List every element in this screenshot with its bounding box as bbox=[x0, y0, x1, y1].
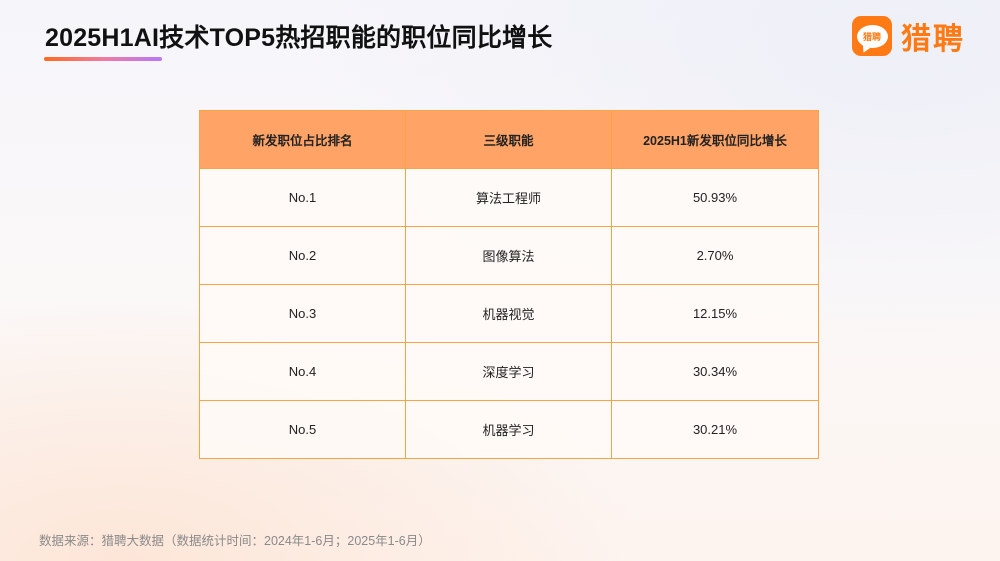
liepin-logo: 猎聘 猎聘 bbox=[852, 14, 965, 58]
rank-cell: No.2 bbox=[199, 226, 406, 285]
data-source-note: 数据来源：猎聘大数据（数据统计时间：2024年1-6月；2025年1-6月） bbox=[39, 534, 431, 548]
growth-cell: 50.93% bbox=[611, 168, 819, 227]
growth-table: 新发职位占比排名 三级职能 2025H1新发职位同比增长 No.1 算法工程师 … bbox=[199, 110, 819, 459]
page-title: 2025H1AI技术TOP5热招职能的职位同比增长 bbox=[45, 24, 553, 52]
table-row: No.3 机器视觉 12.15% bbox=[199, 284, 819, 343]
logo-brand-text: 猎聘 bbox=[901, 23, 965, 56]
function-cell: 机器视觉 bbox=[405, 284, 612, 343]
table-row: No.1 算法工程师 50.93% bbox=[199, 168, 819, 227]
function-cell: 深度学习 bbox=[405, 342, 612, 401]
rank-cell: No.4 bbox=[199, 342, 406, 401]
title-underline-decoration bbox=[44, 57, 162, 61]
rank-cell: No.1 bbox=[199, 168, 406, 227]
column-header-function: 三级职能 bbox=[405, 110, 612, 169]
function-cell: 算法工程师 bbox=[405, 168, 612, 227]
column-header-rank: 新发职位占比排名 bbox=[199, 110, 406, 169]
table-header-row: 新发职位占比排名 三级职能 2025H1新发职位同比增长 bbox=[199, 110, 819, 169]
growth-cell: 30.21% bbox=[611, 400, 819, 459]
rank-cell: No.3 bbox=[199, 284, 406, 343]
function-cell: 图像算法 bbox=[405, 226, 612, 285]
growth-cell: 2.70% bbox=[611, 226, 819, 285]
table-row: No.2 图像算法 2.70% bbox=[199, 226, 819, 285]
rank-cell: No.5 bbox=[199, 400, 406, 459]
table-row: No.4 深度学习 30.34% bbox=[199, 342, 819, 401]
growth-cell: 30.34% bbox=[611, 342, 819, 401]
column-header-growth: 2025H1新发职位同比增长 bbox=[611, 110, 819, 169]
speech-bubble-logo-icon: 猎聘 bbox=[852, 16, 892, 56]
growth-cell: 12.15% bbox=[611, 284, 819, 343]
function-cell: 机器学习 bbox=[405, 400, 612, 459]
table-row: No.5 机器学习 30.21% bbox=[199, 400, 819, 459]
logo-badge-text: 猎聘 bbox=[856, 24, 888, 48]
